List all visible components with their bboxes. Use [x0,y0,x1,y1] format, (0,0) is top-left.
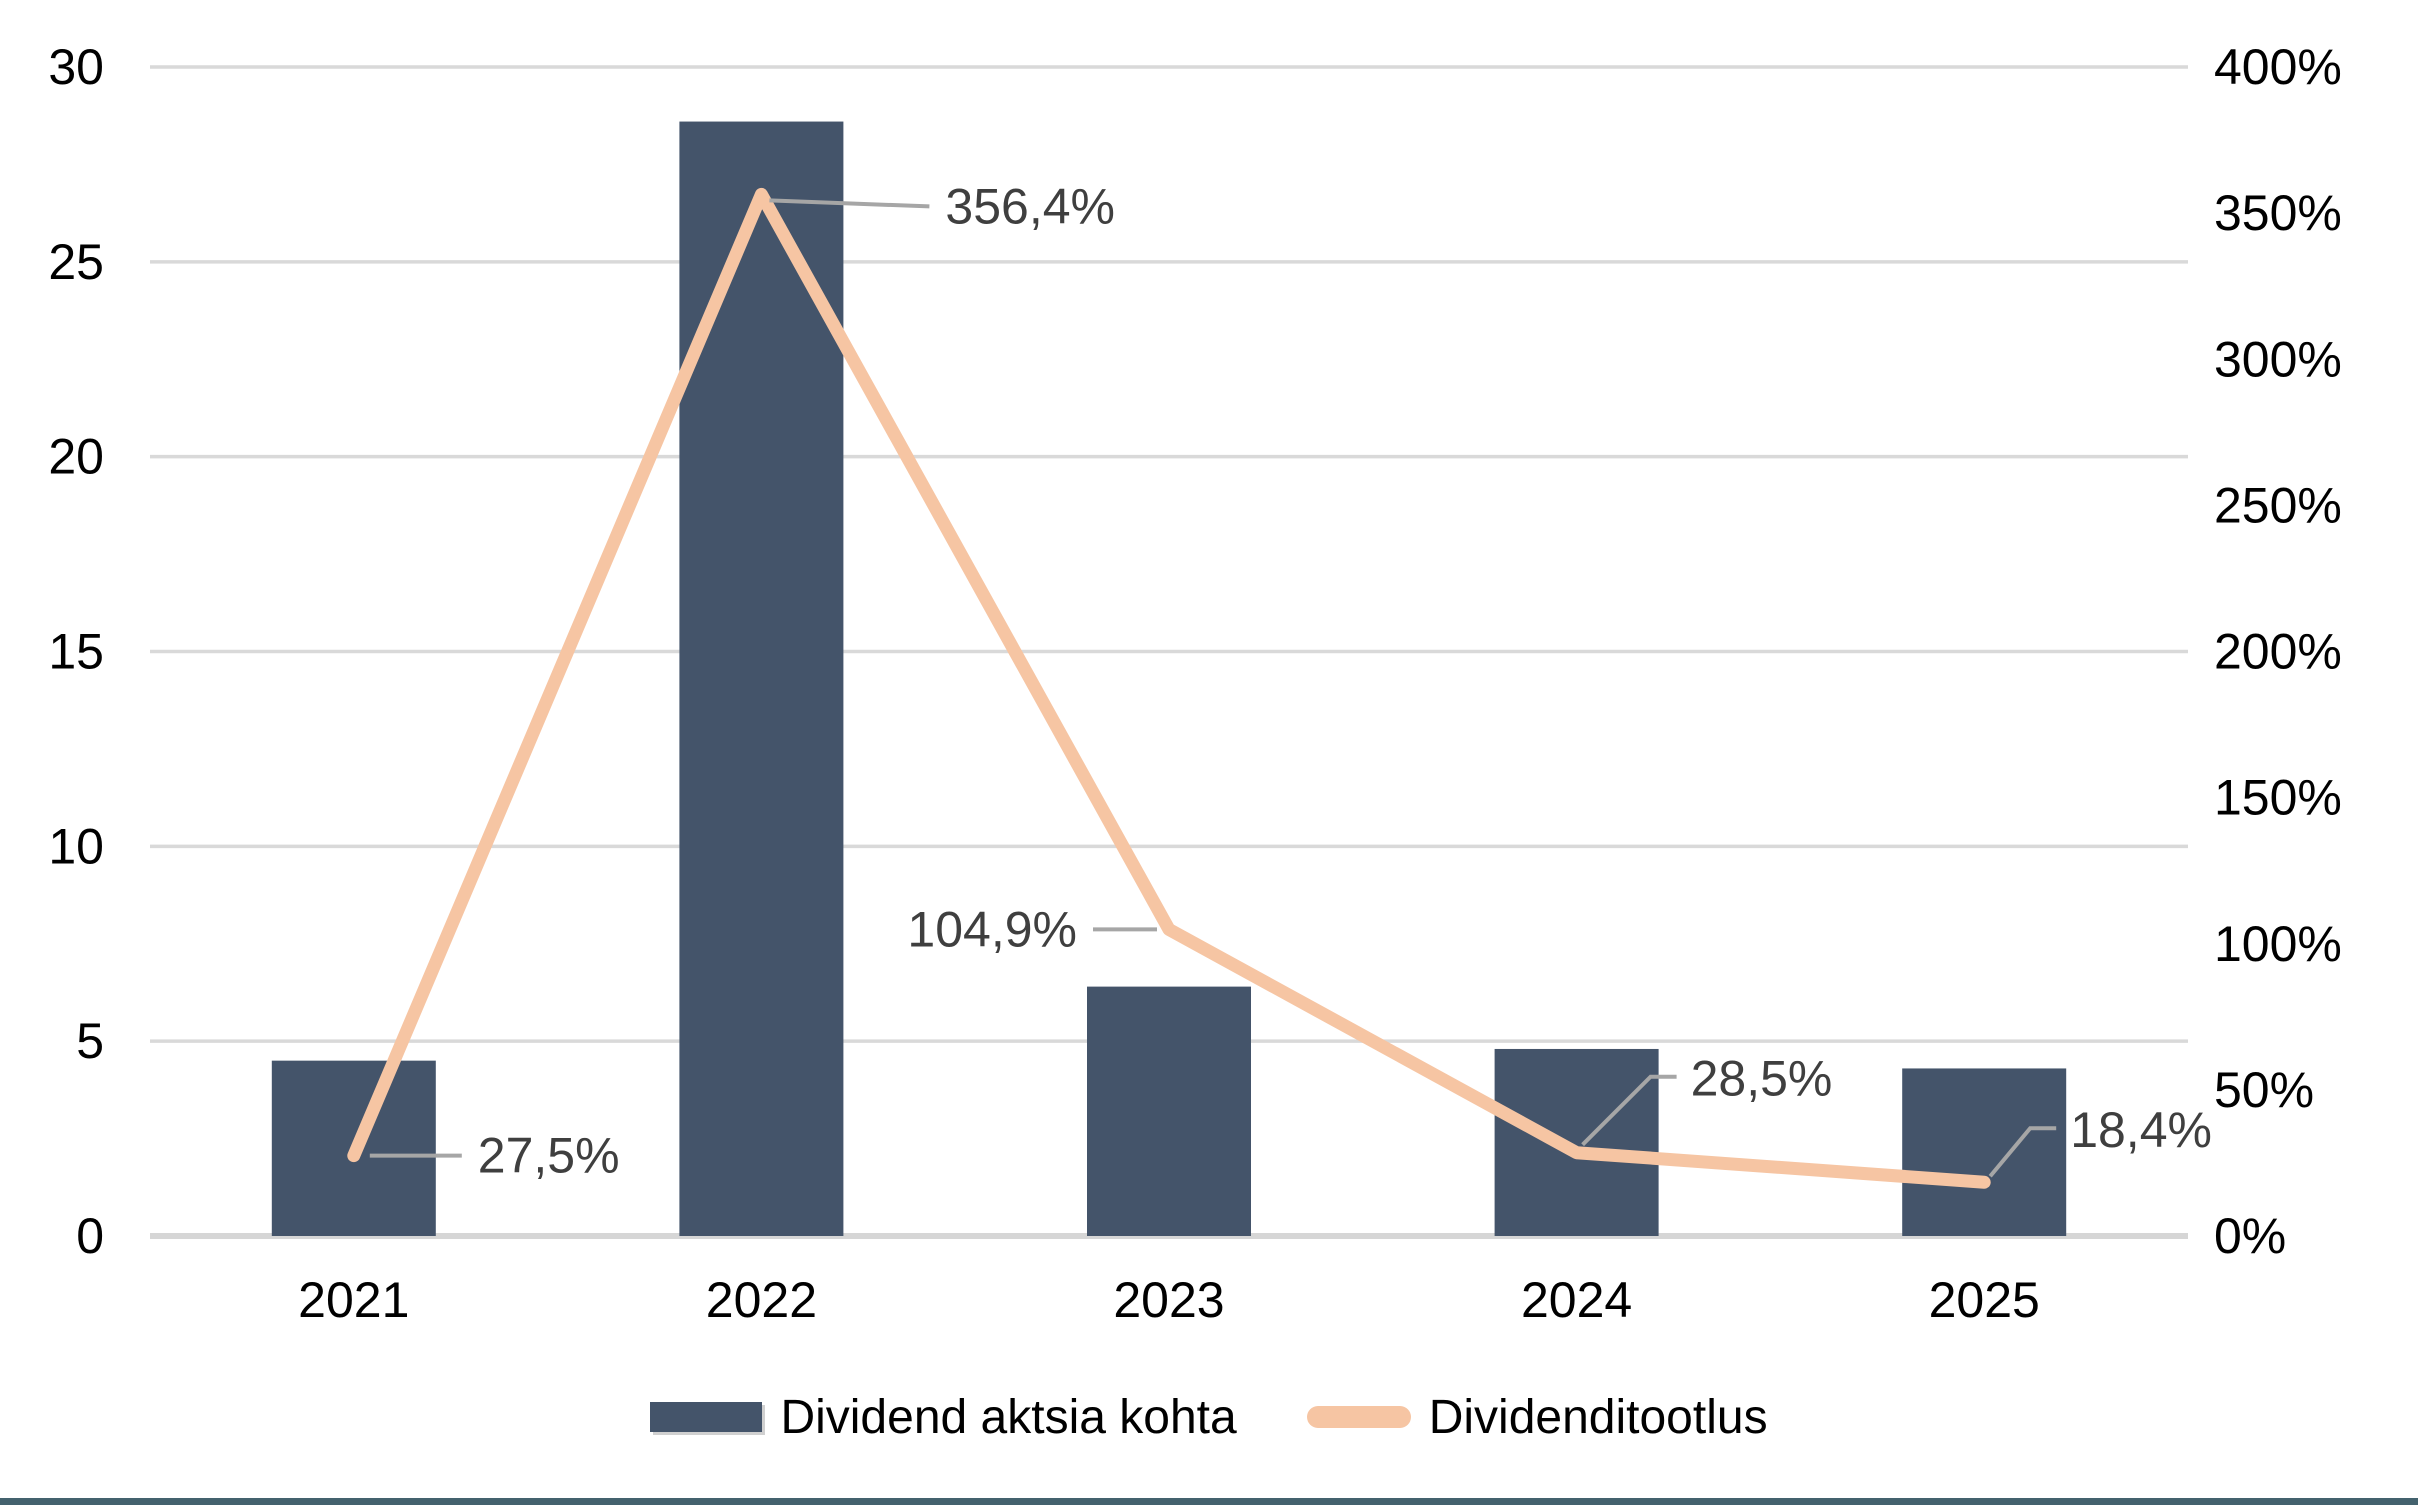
left-axis-tick-0: 0 [76,1208,104,1264]
x-axis-label-2023: 2023 [1113,1272,1224,1328]
legend-item-line-series: Dividenditootlus [1306,1390,1768,1445]
data-label-2022: 356,4% [945,178,1115,234]
leader-line-2022 [769,198,930,209]
chart-legend: Dividend aktsia kohta Dividenditootlus [0,1382,2418,1452]
right-axis-tick-0: 0% [2214,1208,2286,1264]
right-axis-tick-8: 400% [2214,39,2342,95]
left-axis-tick-25: 25 [48,234,104,290]
right-axis-tick-7: 350% [2214,185,2342,241]
right-axis-tick-5: 250% [2214,477,2342,533]
data-label-2023: 104,9% [907,901,1077,957]
right-axis-tick-2: 100% [2214,916,2342,972]
x-axis-label-2021: 2021 [298,1272,409,1328]
data-label-2024: 28,5% [1691,1051,1833,1107]
left-axis-tick-20: 20 [48,429,104,485]
x-axis-label-2025: 2025 [1929,1272,2040,1328]
leader-line-2024 [1581,1074,1677,1147]
leader-line-2025 [1988,1126,2057,1178]
bar-2024 [1494,1048,1659,1236]
right-axis-tick-3: 150% [2214,770,2342,826]
bottom-accent-bar [0,1498,2418,1505]
right-axis-tick-6: 300% [2214,331,2342,387]
left-axis-tick-30: 30 [48,39,104,95]
data-label-2025: 18,4% [2070,1102,2212,1158]
x-axis-label-2024: 2024 [1521,1272,1632,1328]
bar-2025 [1902,1068,2067,1236]
left-axis-tick-15: 15 [48,624,104,680]
right-axis-tick-4: 200% [2214,624,2342,680]
x-axis-label-2022: 2022 [706,1272,817,1328]
bar-series-swatch-icon [650,1402,763,1432]
right-axis-tick-1: 50% [2214,1062,2314,1118]
left-axis-tick-10: 10 [48,818,104,874]
data-label-2021: 27,5% [478,1128,620,1184]
bar-2023 [1087,986,1251,1236]
line-series-swatch-icon [1306,1406,1411,1428]
legend-label-bar-series: Dividend aktsia kohta [780,1390,1237,1444]
left-axis-tick-5: 5 [76,1013,104,1069]
legend-item-bar-series: Dividend aktsia kohta [650,1390,1237,1445]
legend-label-line-series: Dividenditootlus [1428,1390,1768,1444]
dividenditootlus-line [347,187,1991,1189]
